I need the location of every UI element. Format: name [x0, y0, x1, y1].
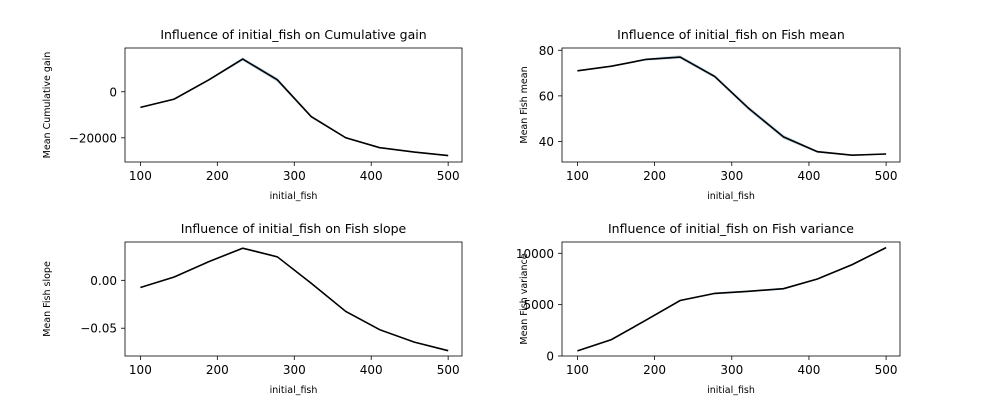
y-tick-label: 0.00 — [90, 274, 117, 288]
y-axis-label: Mean Fish slope — [42, 261, 53, 337]
y-tick-label: −0.05 — [80, 322, 117, 336]
confidence-band — [577, 246, 887, 352]
x-axis-label: initial_fish — [707, 191, 755, 202]
x-tick-label: 400 — [360, 169, 383, 183]
x-tick-label: 100 — [566, 169, 589, 183]
confidence-band — [140, 57, 449, 157]
x-tick-label: 100 — [129, 363, 152, 377]
y-axis-label: Mean Fish variance — [519, 253, 530, 344]
x-tick-label: 300 — [720, 169, 743, 183]
data-line — [577, 246, 887, 352]
y-tick-label: −20000 — [69, 131, 117, 145]
axes-frame — [124, 241, 463, 357]
confidence-band — [577, 55, 887, 156]
x-axis-label: initial_fish — [707, 385, 755, 396]
subplot-1: Influence of initial_fish on Cumulative … — [42, 27, 463, 202]
axes-frame — [561, 241, 901, 357]
x-axis-label: initial_fish — [270, 385, 318, 396]
x-tick-label: 100 — [566, 363, 589, 377]
subplot-4: Influence of initial_fish on Fish varian… — [516, 221, 901, 396]
x-tick-label: 200 — [206, 169, 229, 183]
x-axis-label: initial_fish — [270, 191, 318, 202]
x-tick-label: 400 — [797, 363, 820, 377]
subplot-3: Influence of initial_fish on Fish slope 1… — [42, 221, 463, 396]
y-tick-label: 60 — [539, 89, 554, 103]
x-tick-label: 200 — [643, 169, 666, 183]
data-line — [140, 58, 449, 157]
confidence-band — [140, 247, 449, 352]
x-tick-label: 500 — [437, 169, 460, 183]
x-tick-label: 200 — [643, 363, 666, 377]
x-tick-label: 200 — [206, 363, 229, 377]
x-tick-label: 300 — [283, 363, 306, 377]
chart-title: Influence of initial_fish on Cumulative … — [160, 27, 426, 42]
x-tick-label: 300 — [283, 169, 306, 183]
y-tick-label: 0 — [546, 350, 554, 364]
y-tick-label: 80 — [539, 44, 554, 58]
y-axis-label: Mean Fish mean — [519, 66, 530, 143]
y-tick-label: 10000 — [516, 247, 554, 261]
y-axis-label: Mean Cumulative gain — [42, 52, 53, 159]
chart-title: Influence of initial_fish on Fish varian… — [608, 221, 854, 236]
y-tick-label: 5000 — [523, 298, 554, 312]
x-tick-label: 500 — [875, 169, 898, 183]
chart-title: Influence of initial_fish on Fish slope — [181, 221, 407, 236]
axes-frame — [561, 47, 901, 163]
y-tick-label: 0 — [109, 85, 117, 99]
x-tick-label: 400 — [797, 169, 820, 183]
x-tick-label: 100 — [129, 169, 152, 183]
x-tick-label: 500 — [437, 363, 460, 377]
data-line — [577, 56, 887, 157]
subplot-2: Influence of initial_fish on Fish mean 10… — [519, 27, 901, 202]
data-line — [140, 247, 449, 352]
x-tick-label: 400 — [360, 363, 383, 377]
y-tick-label: 40 — [539, 135, 554, 149]
chart-title: Influence of initial_fish on Fish mean — [617, 27, 845, 42]
x-tick-label: 500 — [875, 363, 898, 377]
axes-frame — [124, 47, 463, 163]
x-tick-label: 300 — [720, 363, 743, 377]
